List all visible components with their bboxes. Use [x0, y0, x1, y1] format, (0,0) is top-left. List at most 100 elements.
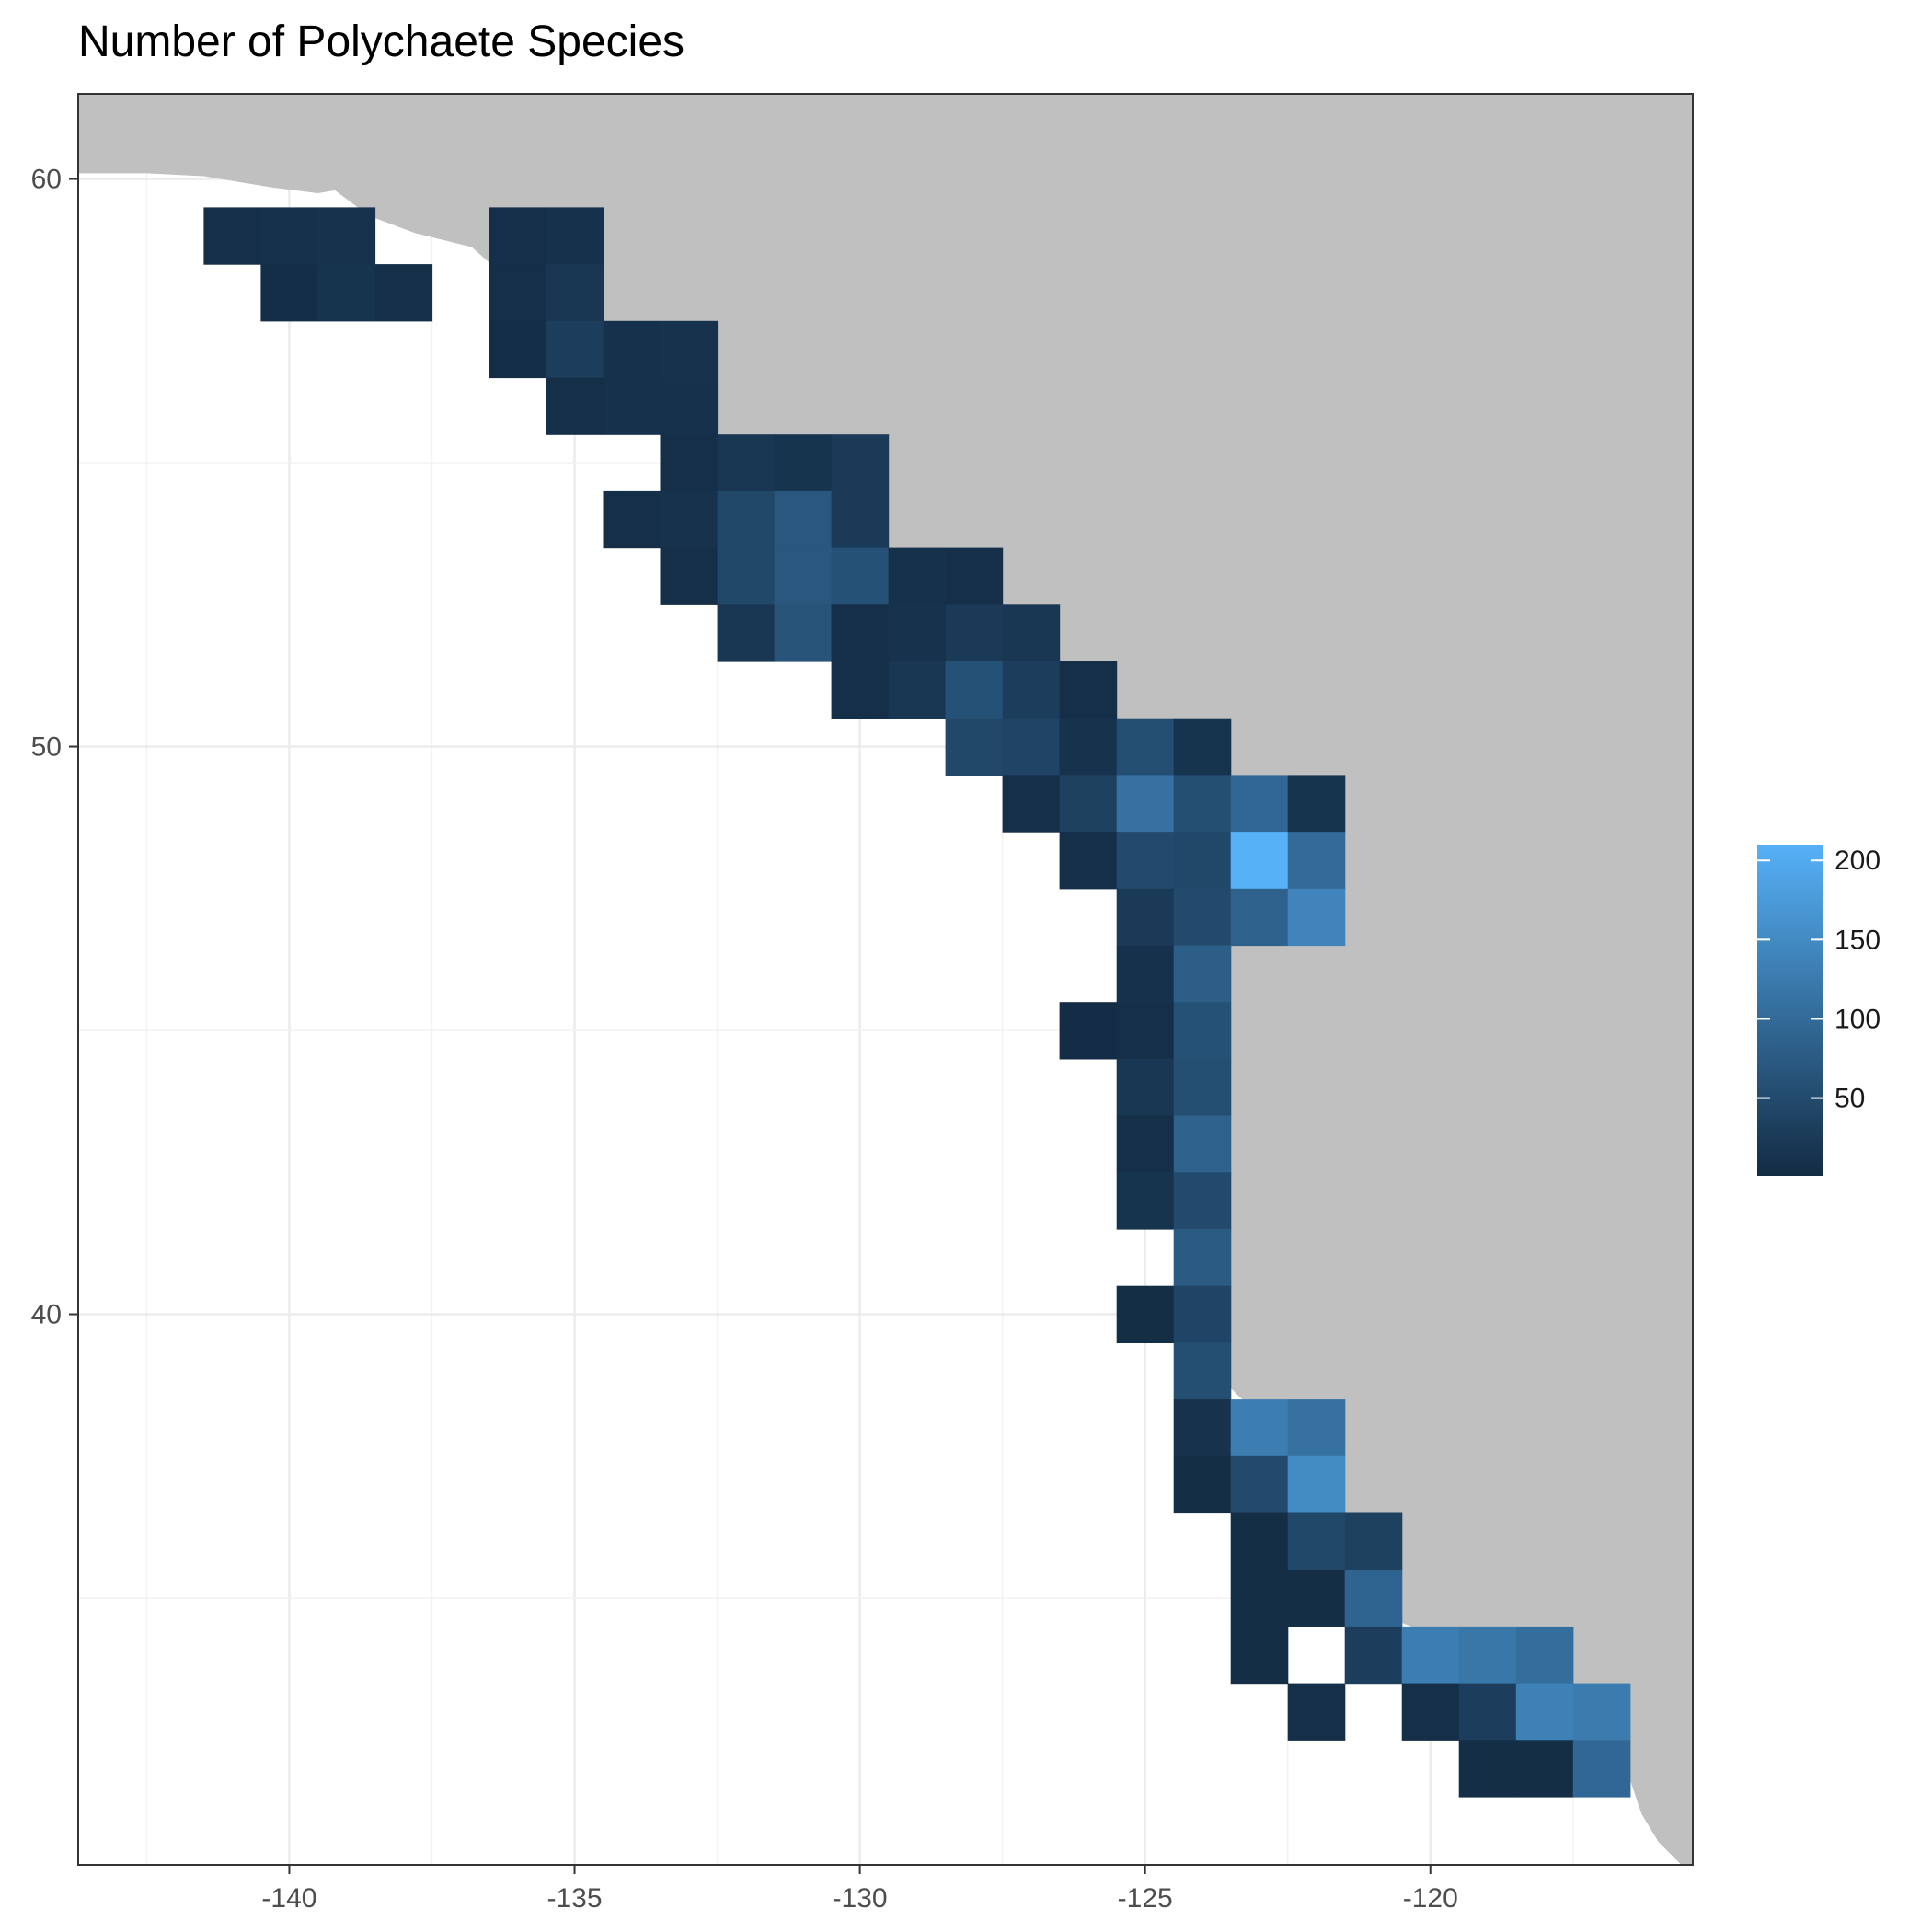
heatmap-cell: [546, 264, 604, 322]
heatmap-cell: [945, 661, 1004, 719]
heatmap-cell: [1287, 1512, 1346, 1570]
heatmap-cell: [1002, 661, 1061, 719]
heatmap-cell: [1116, 1002, 1175, 1060]
chart-title: Number of Polychaete Species: [78, 17, 685, 66]
heatmap-cell: [603, 490, 661, 549]
heatmap-cell: [660, 320, 719, 379]
x-tick-label: -140: [261, 1883, 316, 1914]
heatmap-cell: [1002, 604, 1061, 662]
heatmap-cell: [1230, 1570, 1289, 1627]
legend-label: 150: [1834, 925, 1880, 955]
heatmap-cell: [1287, 832, 1346, 890]
heatmap-cell: [1572, 1740, 1631, 1798]
heatmap-cell: [1287, 1683, 1346, 1741]
heatmap-cell: [1059, 1002, 1118, 1060]
heatmap-cell: [546, 207, 604, 265]
x-tick-label: -125: [1118, 1883, 1173, 1914]
heatmap-cell: [1116, 1285, 1175, 1343]
heatmap-cell: [1173, 1399, 1232, 1457]
heatmap-cell: [717, 434, 776, 492]
heatmap-cell: [1230, 775, 1289, 833]
heatmap-cell: [1173, 832, 1232, 890]
heatmap-cell: [1230, 1626, 1289, 1685]
heatmap-cell: [1173, 1455, 1232, 1514]
legend-label: 200: [1834, 845, 1880, 876]
color-legend: 50 100 150 200: [1757, 845, 1880, 1176]
heatmap-cell: [1230, 1455, 1289, 1514]
y-axis: 40 50 60: [31, 165, 78, 1330]
heatmap-cell: [774, 490, 833, 549]
heatmap-cell: [1344, 1512, 1403, 1570]
heatmap-cell: [1173, 1002, 1232, 1060]
heatmap-cell: [1458, 1683, 1517, 1741]
x-tick-label: -120: [1403, 1883, 1458, 1914]
heatmap-cell: [489, 320, 547, 379]
heatmap-cell: [1344, 1570, 1403, 1627]
heatmap-cell: [1059, 661, 1118, 719]
heatmap-cell: [945, 547, 1004, 605]
heatmap-cell: [831, 490, 890, 549]
heatmap-cell: [1173, 1342, 1232, 1400]
heatmap-cell: [1287, 1399, 1346, 1457]
heatmap-cell: [774, 604, 833, 662]
heatmap-cell: [1059, 832, 1118, 890]
y-tick-label: 40: [31, 1300, 62, 1330]
heatmap-cell: [1401, 1683, 1460, 1741]
heatmap-cell: [1173, 1115, 1232, 1173]
heatmap-cell: [1173, 1285, 1232, 1343]
panel-border: [77, 93, 1694, 1866]
heatmap-cell: [1230, 888, 1289, 947]
heatmap-cell: [260, 207, 318, 265]
heatmap-cell: [489, 264, 547, 322]
heatmap-cell: [1173, 1229, 1232, 1287]
y-tick-label: 50: [31, 732, 62, 763]
heatmap-cell: [317, 264, 376, 322]
heatmap-cell: [1287, 1455, 1346, 1514]
heatmap-cell: [1116, 775, 1175, 833]
heatmap-cell: [1173, 945, 1232, 1003]
heatmap-cell: [831, 434, 890, 492]
heatmap-cell: [1515, 1740, 1574, 1798]
heatmap-cell: [945, 718, 1004, 776]
heatmap-cell: [546, 377, 604, 435]
heatmap-cell: [888, 661, 947, 719]
heatmap-cell: [1458, 1626, 1517, 1685]
heatmap-cell: [1116, 1172, 1175, 1230]
legend-label: 100: [1834, 1004, 1880, 1034]
heatmap-cell: [1059, 775, 1118, 833]
heatmap-cell: [1287, 775, 1346, 833]
heatmap-cells: [203, 207, 1631, 1798]
heatmap-cell: [1002, 718, 1061, 776]
heatmap-cell: [831, 604, 890, 662]
y-tick-label: 60: [31, 165, 62, 195]
heatmap-cell: [888, 604, 947, 662]
heatmap-cell: [1230, 832, 1289, 890]
heatmap-cell: [1173, 1172, 1232, 1230]
legend-colorbar: [1757, 845, 1823, 1176]
x-tick-label: -130: [833, 1883, 888, 1914]
heatmap-cell: [1287, 1570, 1346, 1627]
heatmap-cell: [1230, 1512, 1289, 1570]
heatmap-cell: [888, 547, 947, 605]
heatmap-cell: [717, 604, 776, 662]
heatmap-cell: [1173, 888, 1232, 947]
heatmap-cell: [260, 264, 318, 322]
heatmap-cell: [1116, 888, 1175, 947]
heatmap-cell: [1116, 832, 1175, 890]
heatmap-cell: [1230, 1399, 1289, 1457]
heatmap-cell: [717, 547, 776, 605]
heatmap-cell: [1515, 1626, 1574, 1685]
heatmap-cell: [1116, 1058, 1175, 1117]
heatmap-cell: [1116, 1115, 1175, 1173]
heatmap-cell: [1116, 718, 1175, 776]
heatmap-cell: [203, 207, 261, 265]
heatmap-cell: [1515, 1683, 1574, 1741]
heatmap-cell: [1173, 718, 1232, 776]
heatmap-cell: [1572, 1683, 1631, 1741]
heatmap-cell: [831, 661, 890, 719]
panel-frame: [77, 93, 1694, 1866]
heatmap-cell: [317, 207, 376, 265]
heatmap-cell: [1173, 1058, 1232, 1117]
heatmap-cell: [1401, 1626, 1460, 1685]
